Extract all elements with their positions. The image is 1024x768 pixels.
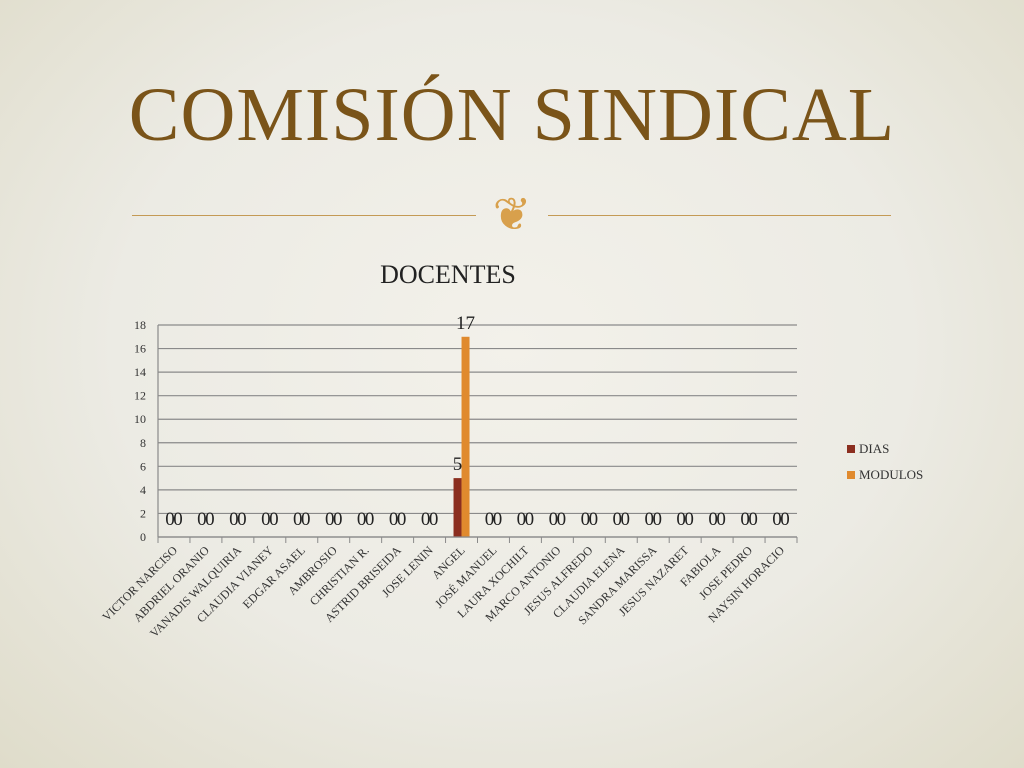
data-label: 0: [429, 509, 439, 530]
y-tick-label: 14: [134, 365, 146, 379]
chart-title: DOCENTES: [380, 260, 516, 289]
title-divider-right: [548, 215, 891, 216]
legend-swatch-modulos: [847, 471, 855, 479]
data-label: 0: [165, 509, 175, 530]
y-tick-label: 10: [134, 412, 146, 426]
data-label: 0: [676, 509, 686, 530]
data-label: 0: [389, 509, 399, 530]
data-label: 0: [557, 509, 567, 530]
data-label: 0: [621, 509, 631, 530]
data-label: 0: [333, 509, 343, 530]
y-tick-label: 8: [140, 436, 146, 450]
data-label: 0: [525, 509, 535, 530]
bar-dias: [453, 478, 462, 537]
data-label: 0: [237, 509, 247, 530]
data-label: 0: [421, 509, 431, 530]
data-label: 0: [269, 509, 279, 530]
data-label: 17: [456, 313, 475, 334]
data-label: 0: [517, 509, 527, 530]
data-label: 0: [173, 509, 183, 530]
y-tick-label: 16: [134, 342, 146, 356]
data-label: 0: [684, 509, 694, 530]
data-label: 0: [549, 509, 559, 530]
data-label: 0: [748, 509, 758, 530]
y-tick-label: 2: [140, 506, 146, 520]
data-label: 0: [197, 509, 207, 530]
data-label: 0: [652, 509, 662, 530]
data-label: 0: [293, 509, 303, 530]
flourish-ornament-icon: ❦: [492, 189, 532, 240]
legend-label-dias: DIAS: [859, 441, 889, 456]
data-label: 0: [780, 509, 790, 530]
data-label: 5: [453, 454, 463, 475]
data-label: 0: [581, 509, 591, 530]
legend-label-modulos: MODULOS: [859, 467, 923, 482]
data-label: 0: [708, 509, 718, 530]
slide-title: COMISIÓN SINDICAL: [128, 73, 896, 157]
data-label: 0: [205, 509, 215, 530]
data-label: 0: [644, 509, 654, 530]
data-label: 0: [485, 509, 495, 530]
y-tick-label: 12: [134, 389, 146, 403]
y-axis: 0 2 4 6 8 10 12 14 16 18: [134, 318, 159, 544]
data-label: 0: [589, 509, 599, 530]
title-divider-left: [132, 215, 476, 216]
y-tick-label: 4: [140, 483, 146, 497]
y-tick-label: 0: [140, 530, 146, 544]
data-label: 0: [325, 509, 335, 530]
chart-legend: DIAS MODULOS: [847, 441, 923, 482]
data-label: 0: [261, 509, 271, 530]
data-label: 0: [397, 509, 407, 530]
bar-modulos: [461, 336, 470, 537]
legend-swatch-dias: [847, 445, 855, 453]
data-label: 0: [772, 509, 782, 530]
y-tick-label: 18: [134, 318, 146, 332]
data-label: 0: [613, 509, 623, 530]
data-label: 0: [740, 509, 750, 530]
y-tick-label: 6: [140, 459, 146, 473]
data-label: 0: [716, 509, 726, 530]
data-label: 0: [229, 509, 239, 530]
data-label: 0: [357, 509, 367, 530]
chart-gridlines: [158, 324, 797, 538]
data-label: 0: [493, 509, 503, 530]
data-label: 0: [301, 509, 311, 530]
data-label: 0: [365, 509, 375, 530]
